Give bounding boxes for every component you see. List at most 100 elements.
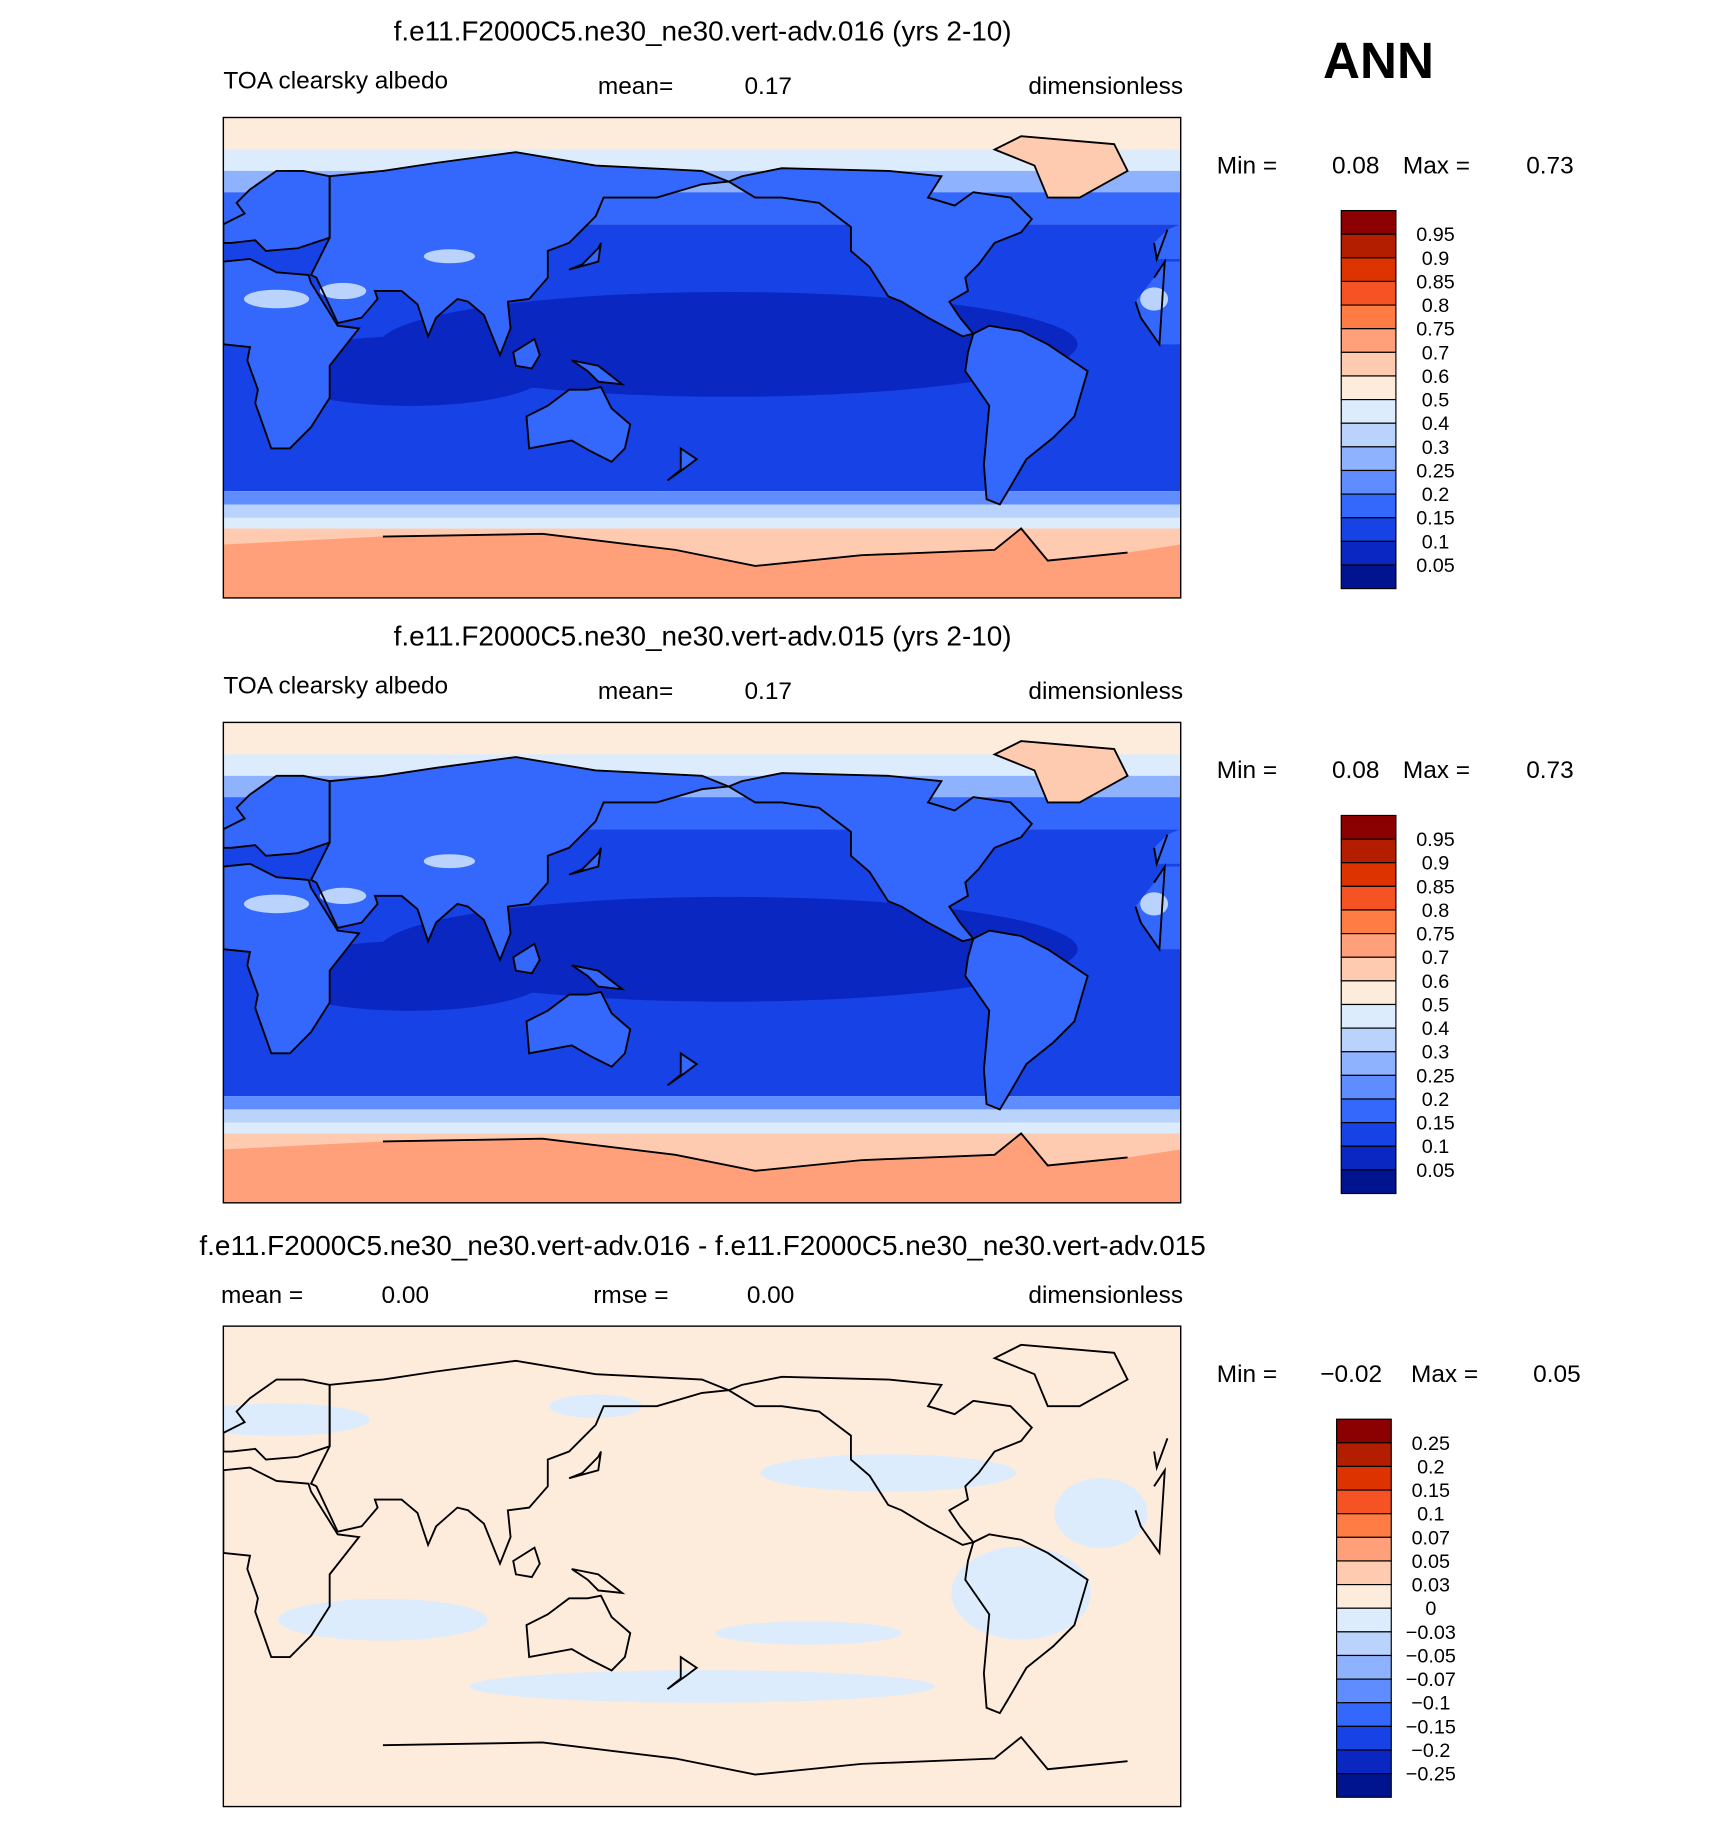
colorbar-box — [1340, 469, 1397, 495]
land — [223, 1133, 1181, 1203]
colorbar-label: −0.03 — [1406, 1622, 1456, 1644]
colorbar-box — [1340, 257, 1397, 283]
panel: f.e11.F2000C5.ne30_ne30.vert-adv.016 (yr… — [222, 16, 1574, 599]
map — [223, 117, 1181, 598]
coastline — [992, 135, 1129, 199]
map-band — [223, 1122, 1181, 1134]
coastline — [568, 847, 602, 876]
max-value: 0.73 — [1526, 757, 1574, 784]
coastline — [382, 1132, 1128, 1172]
colorbar-box — [1336, 1773, 1392, 1798]
tropical-band — [379, 292, 1078, 397]
variable-name: TOA clearsky albedo — [223, 67, 448, 94]
panel: f.e11.F2000C5.ne30_ne30.vert-adv.016 - f… — [199, 1230, 1581, 1808]
colorbar-box — [1336, 1536, 1392, 1562]
panel: f.e11.F2000C5.ne30_ne30.vert-adv.015 (yr… — [222, 621, 1574, 1204]
colorbar-box — [1336, 1749, 1392, 1775]
desert — [1140, 287, 1169, 311]
mean-value: 0.00 — [382, 1282, 430, 1309]
colorbar-box — [1340, 1027, 1397, 1053]
rmse-value: 0.00 — [747, 1282, 795, 1309]
desert — [243, 894, 310, 914]
max-label: Max = — [1403, 152, 1470, 179]
desert — [423, 249, 475, 264]
coastline — [309, 151, 730, 358]
colorbar-label: 0.2 — [1417, 1456, 1444, 1478]
coastline — [568, 1451, 602, 1480]
colorbar-label: −0.1 — [1411, 1693, 1450, 1715]
colorbar-label: 0.3 — [1422, 1042, 1449, 1064]
colorbar-label: 0.75 — [1416, 924, 1454, 946]
desert — [243, 289, 310, 309]
map-frame — [222, 721, 1182, 1204]
colorbar-box — [1336, 1607, 1392, 1633]
diff-patch — [223, 1403, 370, 1436]
coastline — [964, 929, 1089, 1111]
min-value: 0.08 — [1332, 757, 1380, 784]
coastline — [223, 774, 331, 857]
colorbar-label: 0.2 — [1422, 1089, 1449, 1111]
coastline — [223, 258, 361, 450]
colorbar-box — [1340, 838, 1397, 864]
rmse-label: rmse = — [593, 1282, 668, 1309]
colorbar-box — [1340, 1003, 1397, 1029]
colorbar-box — [1340, 399, 1397, 424]
colorbar-box — [1340, 1122, 1397, 1147]
colorbar-label: 0.4 — [1422, 1018, 1449, 1040]
colorbar-label: −0.25 — [1406, 1764, 1456, 1786]
panel-title: f.e11.F2000C5.ne30_ne30.vert-adv.015 (yr… — [394, 621, 1012, 652]
coastline — [992, 740, 1129, 804]
colorbar-box — [1340, 933, 1397, 958]
colorbar-label: 0.6 — [1422, 971, 1449, 993]
colorbar-label: 0 — [1425, 1598, 1436, 1620]
colorbar-label: 0.5 — [1422, 390, 1449, 412]
coastline — [1134, 863, 1166, 952]
map-band — [223, 517, 1181, 529]
coastline — [571, 359, 626, 386]
map-frame — [222, 116, 1182, 599]
coastline — [1153, 229, 1169, 263]
coastline — [666, 1051, 699, 1087]
units: dimensionless — [1028, 678, 1183, 705]
colorbar-box — [1336, 1489, 1392, 1515]
colorbar-label: 0.95 — [1416, 829, 1454, 851]
colorbar-label: 0.25 — [1416, 1065, 1454, 1087]
land — [994, 136, 1128, 198]
land — [728, 168, 1032, 337]
colorbar-label: 0.7 — [1422, 342, 1449, 364]
map-band — [223, 1096, 1181, 1110]
coastline — [571, 964, 626, 991]
map-band — [223, 1109, 1181, 1123]
colorbar-label: −0.07 — [1406, 1669, 1456, 1691]
colorbar-box — [1340, 1098, 1397, 1124]
colorbar-box — [1340, 540, 1397, 566]
diff-patch — [760, 1454, 1017, 1492]
colorbar-box — [1340, 304, 1397, 330]
panel-title: f.e11.F2000C5.ne30_ne30.vert-adv.016 (yr… — [394, 16, 1012, 47]
colorbar-box — [1340, 956, 1397, 982]
coastline — [525, 385, 632, 463]
coastline — [223, 169, 331, 252]
desert — [319, 887, 367, 905]
land — [571, 360, 623, 385]
colorbar-box — [1340, 885, 1397, 911]
colorbar-label: 0.1 — [1422, 531, 1449, 553]
colorbar-box — [1340, 233, 1397, 259]
colorbar-label: 0.8 — [1422, 900, 1449, 922]
colorbar-label: 0.3 — [1422, 437, 1449, 459]
coastline — [666, 446, 699, 482]
colorbar-label: 0.05 — [1416, 1160, 1454, 1182]
map-band — [223, 491, 1181, 505]
coastline — [512, 337, 541, 370]
coastline — [223, 862, 361, 1055]
coastline — [512, 942, 541, 975]
colorbar-label: 0.1 — [1417, 1504, 1444, 1526]
coastline — [382, 527, 1128, 567]
colorbar-label: 0.4 — [1422, 413, 1449, 435]
coastline — [1153, 1437, 1169, 1472]
colorbar-label: 0.85 — [1416, 876, 1454, 898]
desert — [1140, 892, 1169, 916]
colorbar-box — [1336, 1584, 1392, 1609]
min-label: Min = — [1217, 757, 1277, 784]
